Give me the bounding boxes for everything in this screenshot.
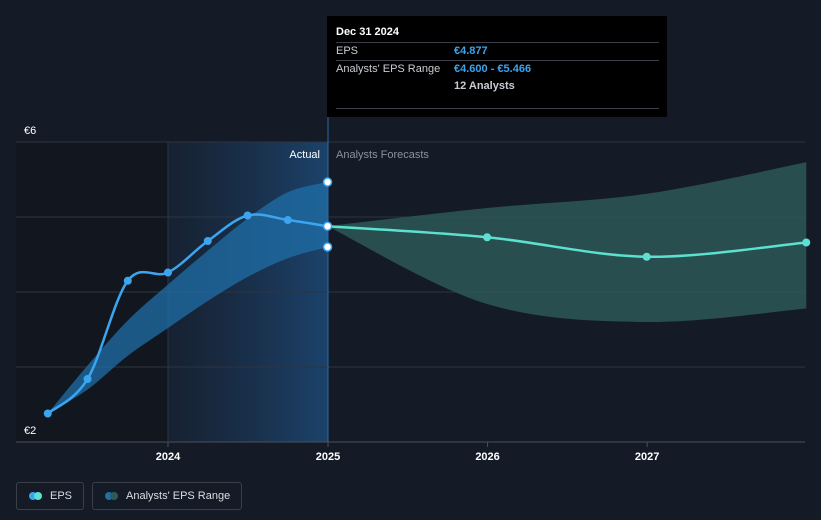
tooltip-eps-value: €4.877 (454, 45, 488, 57)
eps-points (43, 177, 811, 418)
tooltip-analysts-row: 12 Analysts (336, 78, 659, 95)
x-axis-ticks: 2024 2025 2026 2027 (156, 442, 659, 463)
eps-actual-point-4[interactable] (203, 237, 212, 245)
range-low-point[interactable] (322, 242, 333, 252)
tooltip-divider (336, 108, 659, 109)
eps-current-point[interactable] (322, 221, 333, 231)
chart-legend: EPS Analysts' EPS Range (16, 482, 243, 510)
tooltip-range-row: Analysts' EPS Range €4.600 - €5.466 (336, 60, 659, 78)
legend-eps-label: EPS (50, 490, 73, 502)
eps-actual-point-2[interactable] (123, 276, 132, 285)
legend-range-label: Analysts' EPS Range (126, 490, 231, 502)
tooltip-range-value: €4.600 - €5.466 (454, 63, 532, 75)
range-high-point[interactable] (322, 177, 333, 187)
legend-eps-swatch (29, 492, 43, 500)
tooltip-eps-row: EPS €4.877 (336, 42, 659, 60)
actual-label: Actual (289, 149, 320, 161)
axis-labels: €6 €2 Actual Analysts Forecasts (24, 125, 429, 437)
x-tick-label-2026: 2026 (475, 451, 499, 463)
legend-range-swatch (105, 492, 119, 500)
eps-forecast-point-2[interactable] (802, 238, 811, 247)
x-tick-label-2027: 2027 (635, 451, 659, 463)
legend-eps-range[interactable]: Analysts' EPS Range (92, 482, 243, 510)
eps-actual-line (46, 213, 328, 415)
eps-lines (46, 213, 807, 415)
y-tick-label-top: €6 (24, 125, 36, 137)
range-area-forecast (327, 162, 807, 323)
tooltip-analysts-count: 12 Analysts (454, 80, 515, 92)
tooltip-range-label: Analysts' EPS Range (336, 63, 441, 75)
data-tooltip: Dec 31 2024 EPS €4.877 Analysts' EPS Ran… (327, 16, 667, 117)
forecast-label: Analysts Forecasts (336, 149, 429, 161)
range-area-actual (47, 182, 328, 414)
eps-forecast-point-0[interactable] (483, 233, 492, 242)
x-tick-label-2024: 2024 (156, 451, 181, 463)
x-tick-label-2025: 2025 (316, 451, 340, 463)
eps-actual-point-0[interactable] (43, 409, 52, 418)
eps-actual-point-5[interactable] (243, 211, 252, 220)
eps-actual-point-1[interactable] (83, 375, 92, 383)
legend-eps[interactable]: EPS (16, 482, 85, 510)
eps-actual-point-6[interactable] (283, 216, 292, 224)
y-tick-label-bottom: €2 (24, 425, 36, 437)
range-areas (47, 162, 807, 414)
eps-actual-point-3[interactable] (164, 268, 172, 277)
eps-forecast-line (327, 224, 807, 259)
tooltip-date: Dec 31 2024 (336, 26, 399, 38)
tooltip-eps-label: EPS (336, 45, 359, 57)
eps-forecast-point-1[interactable] (642, 252, 651, 261)
